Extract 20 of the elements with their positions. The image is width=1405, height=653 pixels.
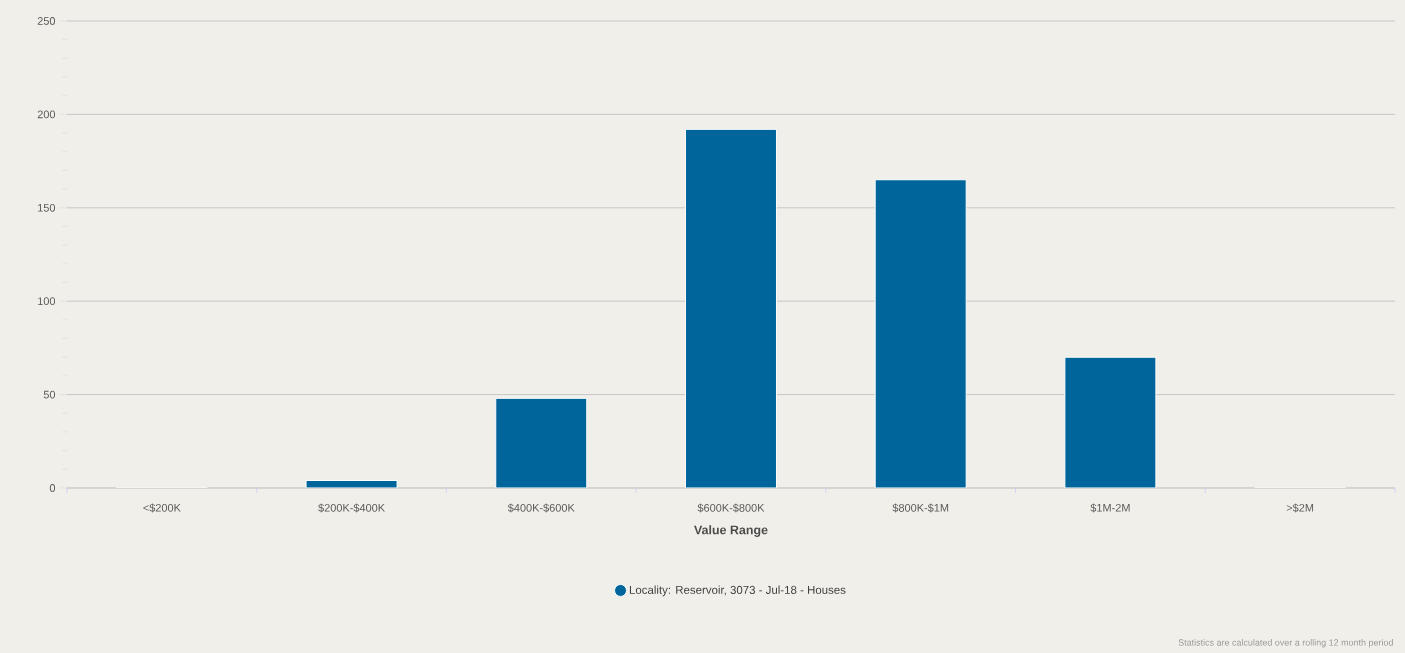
text: Statistics are calculated over a rolling 12 month period bbox=[1178, 639, 1393, 648]
x-tick-label: $400K-$600K bbox=[507, 503, 575, 513]
y-tick-label: 250 bbox=[37, 17, 56, 25]
x-tick-label: <$200K bbox=[143, 503, 181, 513]
y-tick-label: 0 bbox=[49, 484, 56, 492]
x-tick-label: >$2M bbox=[1286, 503, 1314, 513]
y-tick-label: 100 bbox=[38, 297, 56, 306]
y-tick-label: 50 bbox=[43, 390, 56, 399]
x-tick-label: $800K-$1M bbox=[892, 503, 949, 513]
bar bbox=[495, 397, 588, 488]
bar bbox=[684, 128, 777, 488]
legend-label: Locality: Reservoir, 3073 - Jul-18 - Houses bbox=[629, 585, 846, 597]
y-tick-label: 150 bbox=[38, 203, 56, 212]
y-tick-label: 200 bbox=[37, 110, 56, 119]
bar bbox=[874, 179, 967, 488]
x-tick-label: $600K-$800K bbox=[697, 503, 765, 513]
bar bbox=[1064, 356, 1157, 488]
x-tick-label: $200K-$400K bbox=[318, 503, 385, 513]
x-tick-label: $1M-2M bbox=[1090, 503, 1130, 513]
x-axis-title: Value Range bbox=[694, 525, 768, 537]
